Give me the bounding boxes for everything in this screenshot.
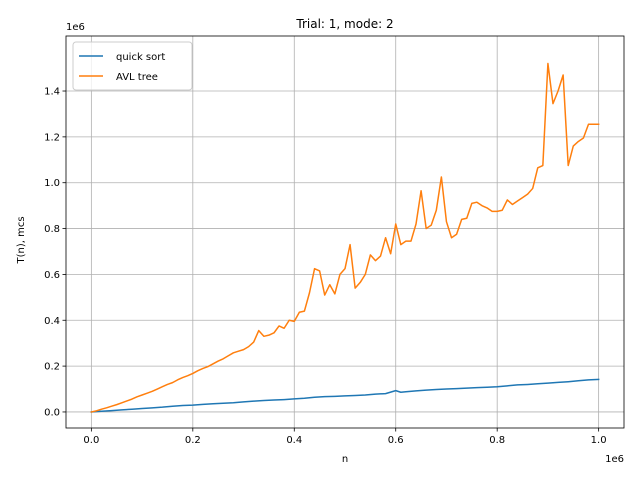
y-tick-label: 0.6 <box>44 270 60 281</box>
x-tick-label: 0.0 <box>83 435 99 446</box>
y-axis-label: T(n), mcs <box>16 216 27 264</box>
y-tick-label: 0.4 <box>44 316 60 327</box>
legend-label-avl-tree: AVL tree <box>116 72 158 83</box>
series-line-quick-sort <box>90 378 600 413</box>
grid <box>66 36 624 428</box>
series-line-avl-tree <box>90 62 600 413</box>
y-tick-label: 1.4 <box>44 87 60 98</box>
x-tick-label: 0.6 <box>388 435 404 446</box>
y-tick-label: 1.0 <box>44 178 60 189</box>
y-tick-label: 0.8 <box>44 224 60 235</box>
legend-box <box>72 41 193 91</box>
legend-label-quick-sort: quick sort <box>116 52 165 63</box>
legend: quick sort AVL tree <box>72 41 193 91</box>
chart-title: Trial: 1, mode: 2 <box>295 17 393 31</box>
x-tick-label: 1.0 <box>591 435 607 446</box>
x-offset-label: 1e6 <box>605 454 624 465</box>
series-group <box>90 62 600 413</box>
y-offset-label: 1e6 <box>66 22 85 33</box>
x-axis: 0.0 0.2 0.4 0.6 0.8 1.0 <box>83 428 607 446</box>
plot-frame <box>65 35 625 429</box>
x-axis-label: n <box>342 454 348 465</box>
y-tick-label: 0.2 <box>44 362 60 373</box>
x-tick-label: 0.2 <box>185 435 201 446</box>
x-tick-label: 0.8 <box>489 435 505 446</box>
x-tick-label: 0.4 <box>286 435 302 446</box>
y-tick-label: 1.2 <box>44 132 60 143</box>
y-tick-label: 0.0 <box>44 407 60 418</box>
y-axis: 0.0 0.2 0.4 0.6 0.8 1.0 1.2 1.4 <box>44 87 66 418</box>
